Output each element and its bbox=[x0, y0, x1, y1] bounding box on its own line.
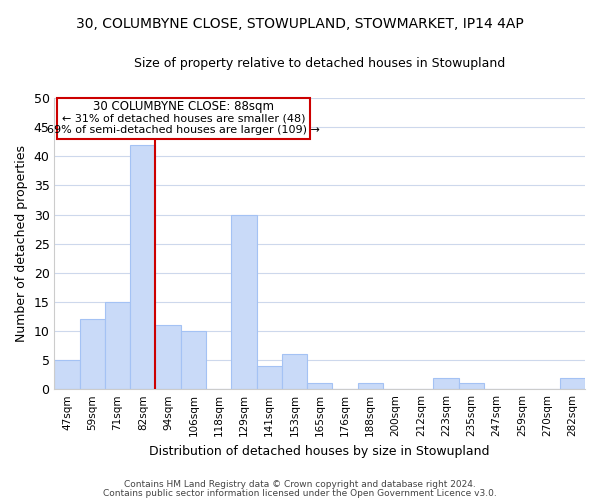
Bar bbox=[433, 378, 458, 389]
Bar bbox=[155, 325, 181, 389]
Bar bbox=[282, 354, 307, 389]
FancyBboxPatch shape bbox=[57, 98, 310, 139]
Bar bbox=[55, 360, 80, 389]
Text: 69% of semi-detached houses are larger (109) →: 69% of semi-detached houses are larger (… bbox=[47, 125, 320, 135]
Text: Contains public sector information licensed under the Open Government Licence v3: Contains public sector information licen… bbox=[103, 488, 497, 498]
Bar bbox=[458, 384, 484, 389]
Text: 30 COLUMBYNE CLOSE: 88sqm: 30 COLUMBYNE CLOSE: 88sqm bbox=[93, 100, 274, 114]
Title: Size of property relative to detached houses in Stowupland: Size of property relative to detached ho… bbox=[134, 58, 505, 70]
X-axis label: Distribution of detached houses by size in Stowupland: Distribution of detached houses by size … bbox=[149, 444, 490, 458]
Bar bbox=[80, 320, 105, 389]
Text: ← 31% of detached houses are smaller (48): ← 31% of detached houses are smaller (48… bbox=[62, 114, 305, 124]
Bar bbox=[257, 366, 282, 389]
Bar bbox=[307, 384, 332, 389]
Bar bbox=[231, 214, 257, 389]
Bar bbox=[358, 384, 383, 389]
Bar bbox=[130, 144, 155, 389]
Bar bbox=[181, 331, 206, 389]
Text: Contains HM Land Registry data © Crown copyright and database right 2024.: Contains HM Land Registry data © Crown c… bbox=[124, 480, 476, 489]
Y-axis label: Number of detached properties: Number of detached properties bbox=[15, 145, 28, 342]
Bar bbox=[105, 302, 130, 389]
Text: 30, COLUMBYNE CLOSE, STOWUPLAND, STOWMARKET, IP14 4AP: 30, COLUMBYNE CLOSE, STOWUPLAND, STOWMAR… bbox=[76, 18, 524, 32]
Bar bbox=[560, 378, 585, 389]
